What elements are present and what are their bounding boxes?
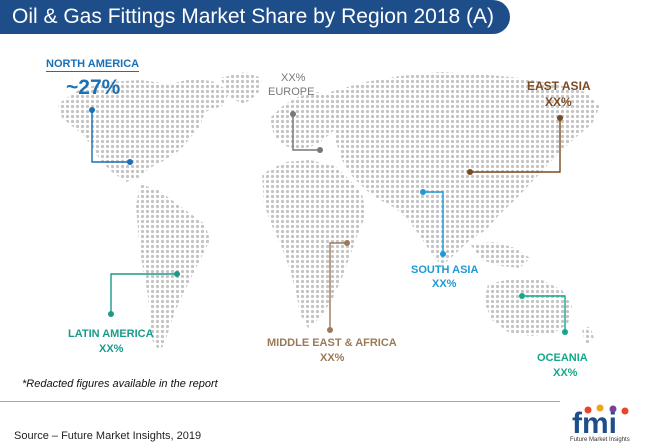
value-east-asia: XX% <box>545 95 572 109</box>
continent-north-america <box>58 78 230 182</box>
leader-oceania <box>519 293 568 335</box>
redacted-note: *Redacted figures available in the repor… <box>22 378 218 390</box>
value-south-asia: XX% <box>432 278 457 290</box>
continent-greenland <box>220 72 262 104</box>
continent-se-asia <box>470 242 530 268</box>
value-north-america: ~27% <box>66 76 121 99</box>
value-europe: XX% <box>281 72 306 84</box>
value-mea: XX% <box>320 352 345 364</box>
logo-subtext: Future Market Insights <box>570 437 630 443</box>
leader-south-asia <box>420 189 446 257</box>
label-europe: EUROPE <box>268 86 315 98</box>
page-title: Oil & Gas Fittings Market Share by Regio… <box>12 5 495 28</box>
leader-north-america <box>89 107 133 165</box>
label-north-america: NORTH AMERICA <box>46 58 140 72</box>
continent-new-zealand <box>582 326 594 346</box>
continent-asia <box>330 72 600 266</box>
value-latin-america: XX% <box>99 343 124 355</box>
continent-europe <box>270 92 345 150</box>
leader-latin-america <box>108 271 180 317</box>
svg-text:fmi: fmi <box>572 407 617 440</box>
label-east-asia: EAST ASIA <box>527 79 591 93</box>
world-dot-map <box>58 72 600 352</box>
continent-latin-america <box>136 184 210 352</box>
continent-australia <box>484 278 572 336</box>
label-south-asia: SOUTH ASIA <box>411 264 479 276</box>
title-banner: Oil & Gas Fittings Market Share by Regio… <box>0 0 510 34</box>
source-text: Source – Future Market Insights, 2019 <box>14 430 202 442</box>
label-latin-america: LATIN AMERICA <box>68 328 154 340</box>
continent-africa <box>262 160 366 328</box>
value-oceania: XX% <box>553 367 578 379</box>
leader-europe <box>290 111 323 153</box>
footer-divider <box>0 401 560 402</box>
leader-east-asia <box>467 115 563 175</box>
fmi-logo-icon: fmi <box>572 404 629 440</box>
leader-mea <box>327 240 350 333</box>
label-oceania: OCEANIA <box>537 352 588 364</box>
label-mea: MIDDLE EAST & AFRICA <box>267 337 397 349</box>
